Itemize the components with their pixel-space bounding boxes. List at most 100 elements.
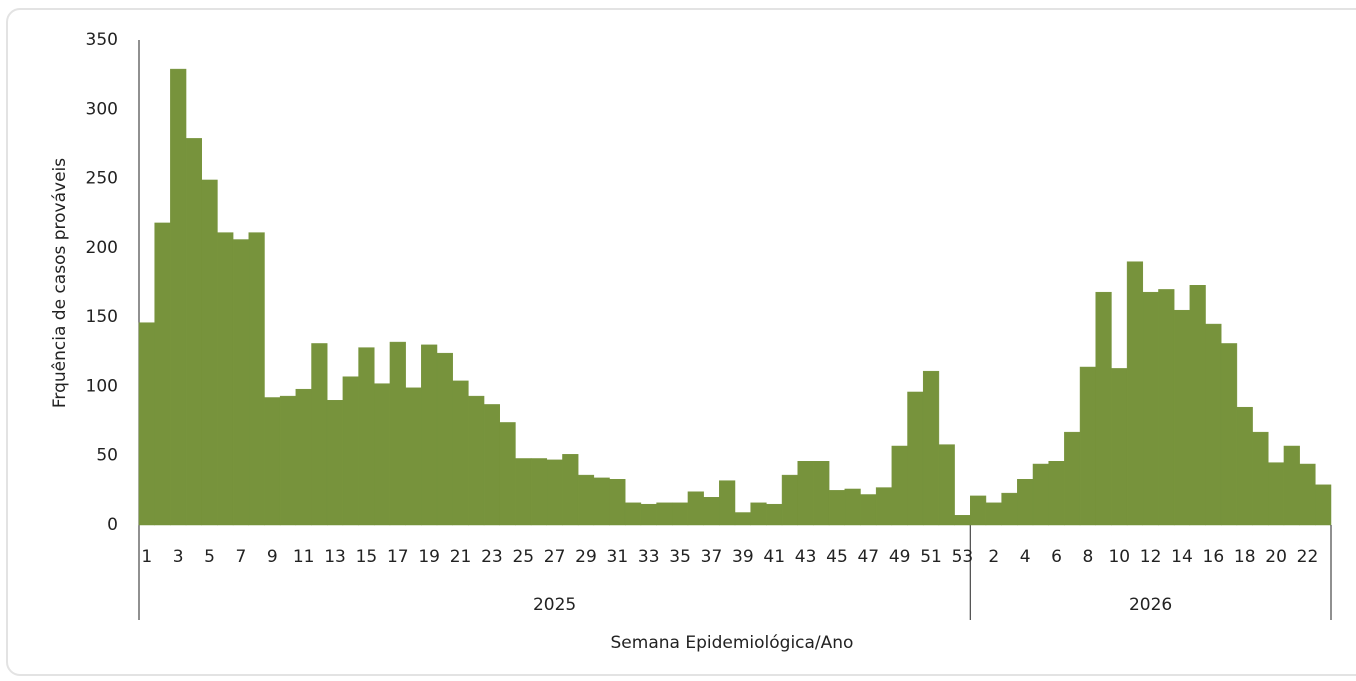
bar [138, 322, 155, 526]
group-label: 2026 [1129, 595, 1172, 615]
x-tick-label: 13 [324, 547, 346, 567]
bar [797, 461, 814, 526]
bar [781, 474, 798, 526]
bar [170, 68, 187, 526]
bar [985, 502, 1002, 526]
bar [1189, 285, 1206, 526]
bar [405, 387, 422, 526]
x-tick-label: 33 [638, 547, 660, 567]
x-tick-label: 35 [669, 547, 691, 567]
bar [436, 352, 453, 526]
bar [687, 491, 704, 526]
y-tick-label: 200 [86, 238, 118, 258]
bar [421, 344, 438, 526]
bar [703, 497, 720, 526]
bar [1158, 289, 1175, 526]
x-tick-label: 7 [236, 547, 247, 567]
y-tick-label: 300 [86, 99, 118, 119]
bar [734, 512, 751, 526]
y-axis-title: Frquência de casos prováveis [50, 158, 70, 408]
bar [326, 400, 344, 526]
x-tick-label: 2 [988, 547, 999, 567]
bar [891, 445, 908, 526]
bar [1111, 368, 1128, 526]
x-tick-label: 3 [173, 547, 184, 567]
x-tick-label: 51 [920, 547, 942, 567]
x-tick-label: 10 [1108, 547, 1130, 567]
bar [1126, 261, 1144, 526]
bar [248, 232, 265, 526]
bar [860, 494, 877, 526]
bar [922, 370, 940, 526]
x-tick-label: 9 [267, 547, 278, 567]
bar [640, 503, 657, 526]
x-tick-label: 4 [1020, 547, 1031, 567]
bar [1252, 431, 1269, 526]
x-tick-label: 14 [1171, 547, 1193, 567]
x-tick-label: 23 [481, 547, 503, 567]
x-tick-label: 19 [418, 547, 440, 567]
bar [624, 502, 642, 526]
x-tick-label: 49 [889, 547, 911, 567]
bar [515, 458, 532, 526]
bar [593, 477, 610, 526]
x-axis-title: Semana Epidemiológica/Ano [611, 633, 854, 653]
bar [970, 495, 987, 526]
x-tick-label: 12 [1140, 547, 1162, 567]
x-tick-label: 27 [544, 547, 566, 567]
bar [1079, 366, 1096, 526]
x-tick-label: 43 [795, 547, 817, 567]
x-tick-label: 37 [701, 547, 723, 567]
x-tick-label: 18 [1234, 547, 1256, 567]
x-tick-label: 21 [450, 547, 472, 567]
bar [499, 422, 516, 526]
bar [468, 395, 485, 526]
bar [1095, 291, 1112, 526]
bar [232, 239, 250, 526]
bar [358, 347, 375, 526]
bar [154, 222, 171, 526]
group-label: 2025 [533, 595, 576, 615]
x-tick-label: 22 [1297, 547, 1319, 567]
x-tick-label: 53 [952, 547, 974, 567]
bar [1315, 484, 1332, 526]
x-tick-label: 6 [1051, 547, 1062, 567]
y-tick-label: 0 [107, 515, 118, 535]
bar [483, 404, 500, 526]
bar [1205, 323, 1222, 526]
bar [1142, 291, 1159, 526]
bar [1236, 406, 1253, 526]
bar [1064, 431, 1081, 526]
bar [954, 515, 971, 526]
bar [609, 479, 626, 526]
bar [279, 395, 297, 526]
x-tick-label: 11 [293, 547, 315, 567]
card [6, 8, 1356, 676]
bar [656, 502, 673, 526]
bar [546, 459, 563, 526]
bar [1001, 492, 1018, 526]
x-tick-label: 16 [1203, 547, 1225, 567]
bar [342, 376, 359, 526]
x-tick-label: 8 [1082, 547, 1093, 567]
y-tick-label: 50 [96, 446, 118, 466]
bar [389, 341, 406, 526]
bar [264, 397, 281, 526]
bar [844, 488, 861, 526]
x-tick-label: 15 [356, 547, 378, 567]
bar [1299, 463, 1316, 526]
bar [530, 458, 548, 526]
bar [562, 454, 579, 526]
bar [1017, 479, 1034, 526]
x-tick-label: 29 [575, 547, 597, 567]
bar [217, 232, 234, 526]
bar [201, 179, 218, 526]
bar [1173, 309, 1191, 526]
bar [311, 343, 328, 526]
bar [813, 461, 830, 526]
bar [185, 138, 202, 526]
bar [295, 388, 312, 526]
x-tick-label: 39 [732, 547, 754, 567]
